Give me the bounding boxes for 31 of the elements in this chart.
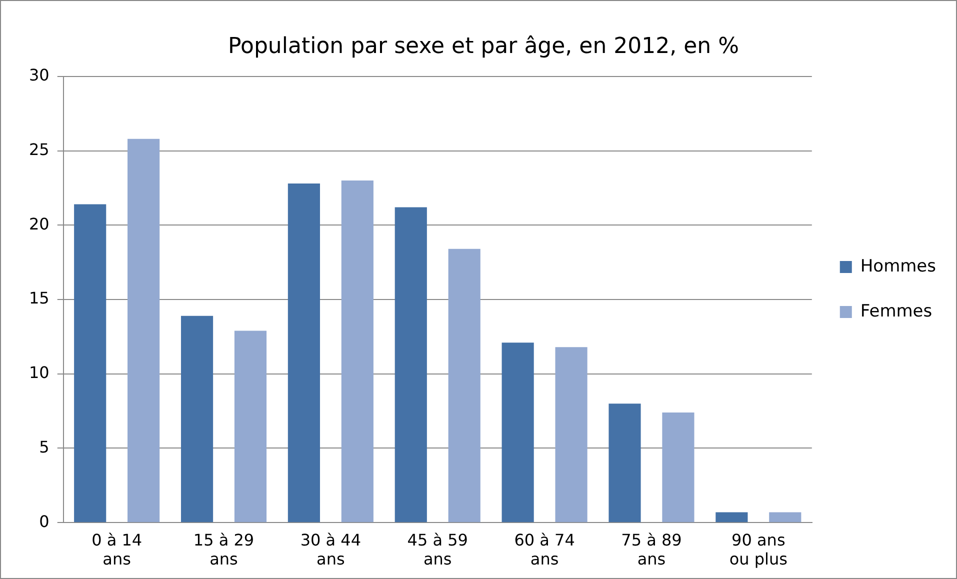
x-tick-label: 75 à 89 ans [621, 530, 682, 569]
x-tick-label: 45 à 59 ans [407, 530, 468, 569]
bar [341, 180, 374, 522]
legend-label: Hommes [860, 256, 936, 276]
y-tick-label: 20 [29, 214, 50, 234]
bar [716, 512, 748, 522]
bar [180, 316, 214, 522]
bar [502, 342, 534, 522]
x-tick-label: 90 ans ou plus [729, 530, 788, 569]
bar [394, 207, 427, 522]
x-tick-label: 60 à 74 ans [514, 530, 575, 569]
bar [448, 248, 480, 522]
bar [555, 347, 588, 522]
x-tick-label: 30 à 44 ans [300, 530, 362, 569]
bar [288, 183, 320, 522]
y-tick-label: 15 [29, 288, 50, 308]
bar [234, 330, 267, 522]
bar [74, 204, 106, 522]
bar [608, 404, 641, 522]
bar [128, 138, 160, 522]
y-tick-label: 30 [29, 66, 50, 85]
chart-title: Population par sexe et par âge, en 2012, en % [228, 34, 739, 59]
bar [769, 512, 802, 522]
x-tick-label: 0 à 14 ans [92, 530, 142, 569]
x-tick-label: 15 à 29 ans [193, 530, 254, 569]
y-tick-label: 10 [29, 363, 50, 382]
legend-label: Femmes [860, 301, 932, 322]
y-tick-label: 0 [39, 512, 50, 531]
y-tick-label: 5 [39, 437, 50, 456]
y-tick-label: 25 [29, 140, 50, 159]
bar [662, 412, 694, 522]
